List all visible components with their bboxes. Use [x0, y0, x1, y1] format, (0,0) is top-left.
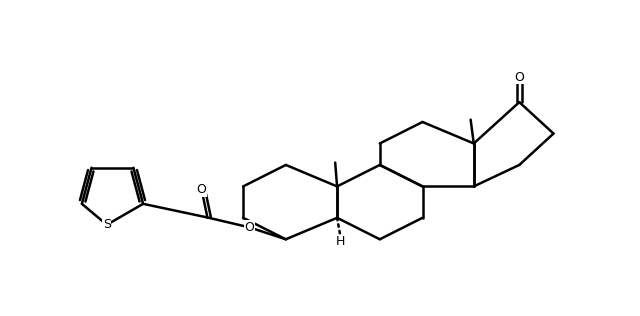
Text: O: O [515, 70, 524, 84]
Text: S: S [103, 218, 111, 231]
Text: H: H [335, 235, 345, 248]
Text: O: O [244, 221, 255, 234]
Text: O: O [196, 183, 207, 196]
